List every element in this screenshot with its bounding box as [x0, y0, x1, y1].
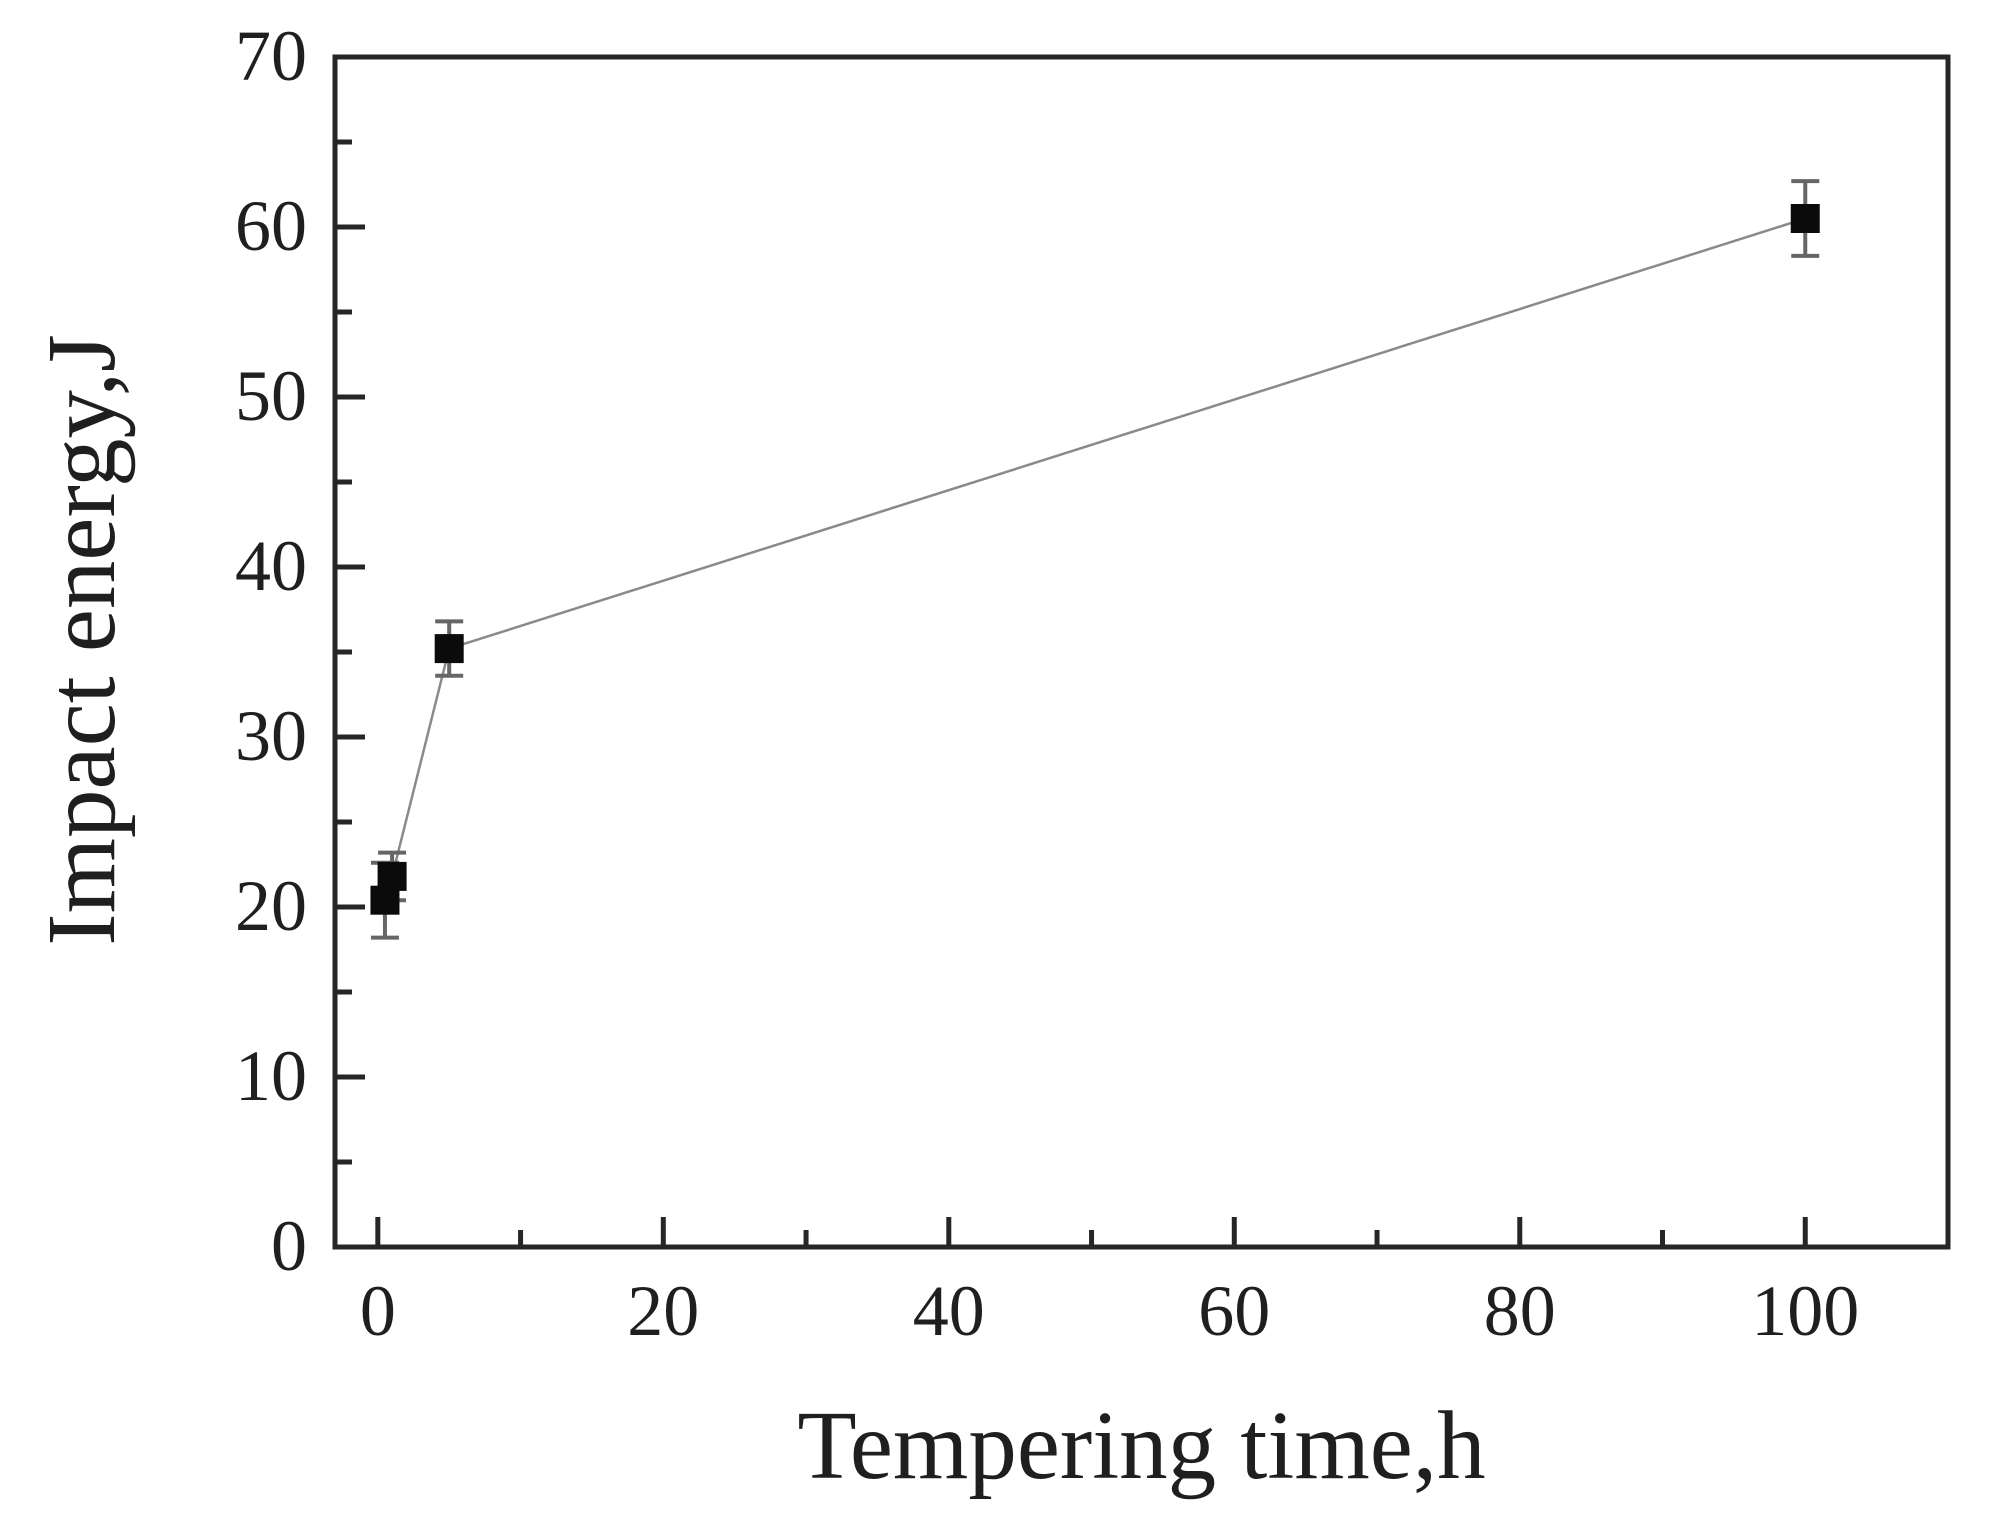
y-axis-tick-label: 30: [235, 696, 307, 776]
y-axis-tick-label: 40: [235, 526, 307, 606]
data-point-marker: [377, 861, 407, 891]
x-axis-tick-label: 80: [1484, 1271, 1556, 1351]
x-axis-tick-label: 60: [1198, 1271, 1270, 1351]
y-axis-tick-label: 70: [235, 16, 307, 96]
y-axis-tick-label: 0: [271, 1206, 307, 1286]
plot-border: [332, 54, 1951, 1250]
x-axis-tick-label: 20: [627, 1271, 699, 1351]
x-axis-tick-label: 40: [913, 1271, 985, 1351]
data-point-marker: [434, 634, 464, 664]
x-axis-tick-label: 0: [360, 1271, 396, 1351]
x-axis-title: Tempering time,h: [797, 1392, 1486, 1499]
y-axis-tick-label: 10: [235, 1036, 307, 1116]
x-axis-tick-label: 100: [1751, 1271, 1859, 1351]
data-point-marker: [1790, 204, 1820, 233]
series-line: [383, 217, 1806, 901]
y-axis-tick-label: 60: [235, 186, 307, 266]
y-axis-tick-label: 20: [235, 866, 307, 946]
y-axis-title: Impact energy,J: [28, 334, 135, 946]
y-axis-tick-label: 50: [235, 356, 307, 436]
